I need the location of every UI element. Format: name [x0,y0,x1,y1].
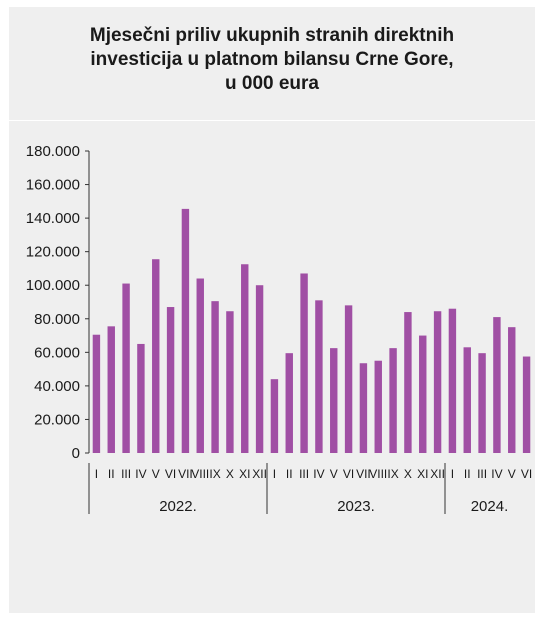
x-tick-label: II [286,467,293,481]
x-tick-label: III [121,467,131,481]
y-tick-label: 120.000 [26,244,80,261]
bar [478,353,486,453]
bar [107,326,115,453]
x-tick-label: VI [521,467,532,481]
bar [330,348,338,453]
bar [137,343,145,453]
x-tick-label: IV [135,467,146,481]
bar [344,305,353,453]
x-tick-label: XI [417,467,428,481]
y-tick-label: 100.000 [26,277,80,294]
bar [374,360,382,453]
bar [211,301,219,453]
x-tick-label: V [330,467,338,481]
x-tick-label: IX [387,467,398,481]
bar [196,278,204,453]
bar [166,307,175,453]
bar [463,347,471,453]
x-tick-label: VIII [369,467,387,481]
bar [508,327,516,453]
bar [359,363,368,453]
x-tick-label: I [95,467,98,481]
x-tick-label: X [226,467,234,481]
y-tick-label: 0 [72,445,80,462]
title-divider [9,120,535,121]
bar [389,348,397,453]
x-tick-label: VIII [191,467,209,481]
x-tick-label: XII [430,467,445,481]
y-tick-label: 20.000 [34,411,80,428]
chart-title-line-3: u 000 eura [225,73,319,94]
bar [404,312,412,453]
x-tick-label: II [464,467,471,481]
x-tick-label: X [404,467,412,481]
bar [270,379,279,453]
x-tick-label: IV [491,467,502,481]
x-tick-label: IX [209,467,220,481]
chart-title-line-2: investicija u platnom bilansu Crne Gore, [90,49,454,70]
chart-panel: Mjesečni priliv ukupnih stranih direktni… [9,7,535,613]
x-tick-label: XII [252,467,267,481]
bar [255,285,264,453]
chart-title: Mjesečni priliv ukupnih stranih direktni… [9,7,535,113]
x-tick-label: VII [356,467,371,481]
x-tick-label: V [152,467,160,481]
chart-title-line-1: Mjesečni priliv ukupnih stranih direktni… [89,25,455,46]
bar [315,300,323,453]
year-label: 2024. [471,498,509,515]
x-tick-label: III [299,467,309,481]
y-tick-label: 40.000 [34,378,80,395]
y-tick-label: 60.000 [34,344,80,361]
x-tick-label: I [451,467,454,481]
x-tick-label: V [508,467,516,481]
bar [493,317,501,453]
x-tick-label: VI [343,467,354,481]
bar-chart: 0 20.000 40.000 60.000 80.000 100.000 120.000 1… [26,143,532,515]
x-tick-label: III [477,467,487,481]
y-tick-label: 180.000 [26,143,80,160]
x-tick-label: VI [165,467,176,481]
bar [122,283,130,453]
y-tick-label: 80.000 [34,311,80,328]
bar [181,208,190,453]
bar [448,308,457,453]
bar [433,311,442,453]
x-tick-label: I [273,467,276,481]
y-tick-label: 140.000 [26,210,80,227]
bar [152,259,160,453]
year-label: 2022. [159,498,197,515]
bar [285,353,293,453]
x-tick-label: XI [239,467,250,481]
bar [92,334,101,453]
bar [419,335,427,453]
bar [300,273,308,453]
year-label: 2023. [337,498,375,515]
y-tick-label: 160.000 [26,177,80,194]
bar [241,264,249,453]
x-tick-label: IV [313,467,324,481]
bar [226,311,234,453]
x-tick-label: II [108,467,115,481]
bar [522,356,531,453]
x-tick-label: VII [178,467,193,481]
